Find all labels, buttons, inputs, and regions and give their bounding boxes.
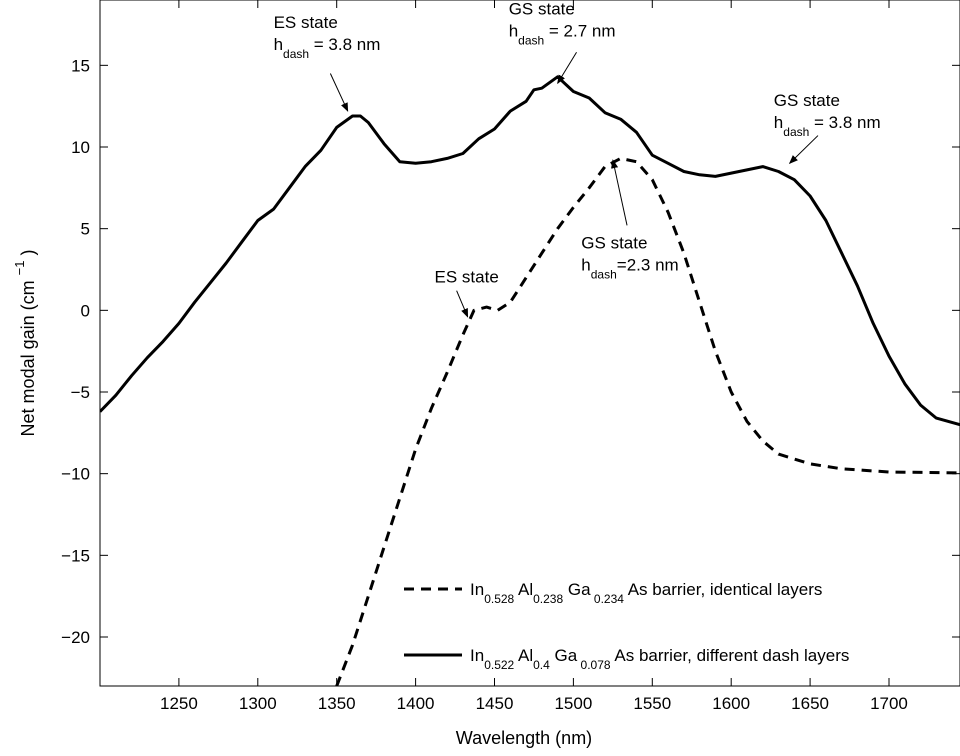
annotation-arrow: [611, 159, 628, 226]
y-axis-label: Net modal gain (cm −1 ): [8, 250, 38, 437]
series-line-solid: [100, 75, 960, 427]
y-axis-label-close: ): [18, 250, 38, 256]
legend-label: In0.522 Al0.4 Ga 0.078 As barrier, diffe…: [470, 646, 849, 672]
legend: In0.528 Al0.238 Ga 0.234 As barrier, ide…: [404, 580, 849, 672]
annotation-gs-27: GS state hdash = 2.7 nm: [509, 0, 616, 85]
annotation-arrow: [557, 52, 577, 85]
x-tick-label: 1450: [476, 694, 514, 713]
x-tick-label: 1350: [318, 694, 356, 713]
plot-frame: [99, 0, 960, 687]
y-tick-label: −5: [71, 383, 90, 402]
y-tick-label: 5: [81, 220, 90, 239]
annotation-value: hdash = 3.8 nm: [274, 35, 381, 61]
annotation-gs-23: GS state hdash=2.3 nm: [581, 159, 679, 281]
legend-label: In0.528 Al0.238 Ga 0.234 As barrier, ide…: [470, 580, 822, 606]
x-tick-label: 1400: [397, 694, 435, 713]
annotation-value: hdash = 3.8 nm: [774, 113, 881, 139]
y-axis-label-main: Net modal gain (cm: [18, 280, 38, 436]
annotations: ES state hdash = 3.8 nm GS state hdash = 2.…: [274, 0, 881, 318]
series-line-dashed: [335, 156, 960, 686]
x-tick-label: 1300: [239, 694, 277, 713]
y-tick-label: 10: [71, 138, 90, 157]
annotation-arrow: [788, 135, 819, 164]
ticks: 1250 1300 1350 1400 1450 1500 1550 1600 1650 1700…: [61, 0, 960, 713]
y-tick-label: −10: [61, 465, 90, 484]
annotation-label: ES state: [435, 268, 499, 287]
x-tick-label: 1550: [633, 694, 671, 713]
y-tick-label: 0: [81, 301, 90, 320]
annotation-value: hdash = 2.7 nm: [509, 22, 616, 48]
annotation-label: GS state: [581, 233, 647, 252]
annotation-gs-38: GS state hdash = 3.8 nm: [774, 91, 881, 164]
y-tick-label: −20: [61, 628, 90, 647]
x-tick-label: 1250: [160, 694, 198, 713]
x-tick-label: 1600: [712, 694, 750, 713]
legend-entry-dashed: In0.528 Al0.238 Ga 0.234 As barrier, ide…: [404, 580, 822, 606]
legend-entry-solid: In0.522 Al0.4 Ga 0.078 As barrier, diffe…: [404, 646, 849, 672]
y-tick-label: 15: [71, 56, 90, 75]
annotation-label: ES state: [274, 13, 338, 32]
annotation-value: hdash=2.3 nm: [581, 255, 678, 281]
annotation-es: ES state: [435, 268, 499, 318]
y-tick-label: −15: [61, 546, 90, 565]
x-tick-label: 1700: [870, 694, 908, 713]
annotation-es-38: ES state hdash = 3.8 nm: [274, 13, 381, 112]
x-tick-label: 1650: [791, 694, 829, 713]
annotation-label: GS state: [509, 0, 575, 19]
y-axis-label-superscript: −1: [12, 261, 27, 276]
x-axis-label: Wavelength (nm): [456, 728, 592, 748]
annotation-arrow: [329, 73, 349, 112]
series-layer: [100, 75, 960, 686]
annotation-arrow: [456, 290, 469, 318]
x-tick-label: 1500: [554, 694, 592, 713]
annotation-label: GS state: [774, 91, 840, 110]
